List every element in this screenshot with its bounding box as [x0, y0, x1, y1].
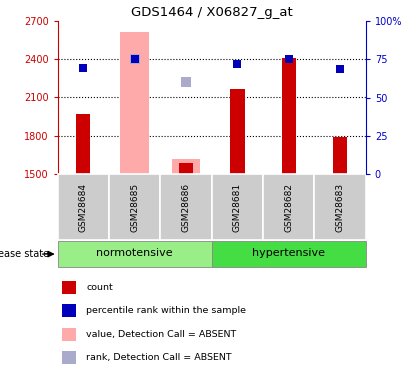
Bar	[263, 174, 314, 240]
Bar	[62, 304, 76, 317]
Title: GDS1464 / X06827_g_at: GDS1464 / X06827_g_at	[131, 6, 293, 20]
Bar	[172, 159, 200, 174]
Text: disease state: disease state	[0, 249, 49, 259]
Bar	[212, 242, 366, 267]
Text: GSM28686: GSM28686	[182, 183, 190, 232]
Text: GSM28683: GSM28683	[336, 183, 344, 232]
Bar	[62, 351, 76, 364]
Text: GSM28682: GSM28682	[284, 183, 293, 232]
Bar	[314, 174, 366, 240]
Bar	[333, 137, 347, 174]
Bar	[58, 174, 109, 240]
Bar	[282, 58, 296, 174]
Bar	[160, 174, 212, 240]
Bar	[76, 114, 90, 174]
Text: normotensive: normotensive	[96, 249, 173, 258]
Bar	[109, 174, 160, 240]
Bar	[120, 32, 149, 174]
Bar	[212, 174, 263, 240]
Text: value, Detection Call = ABSENT: value, Detection Call = ABSENT	[86, 330, 237, 339]
Text: hypertensive: hypertensive	[252, 249, 325, 258]
Bar	[58, 242, 212, 267]
Text: percentile rank within the sample: percentile rank within the sample	[86, 306, 246, 315]
Text: GSM28681: GSM28681	[233, 183, 242, 232]
Bar	[62, 281, 76, 294]
Text: GSM28684: GSM28684	[79, 183, 88, 232]
Text: rank, Detection Call = ABSENT: rank, Detection Call = ABSENT	[86, 353, 232, 362]
Bar	[179, 163, 193, 174]
Bar	[230, 88, 245, 174]
Text: GSM28685: GSM28685	[130, 183, 139, 232]
Bar	[62, 328, 76, 341]
Text: count: count	[86, 283, 113, 292]
